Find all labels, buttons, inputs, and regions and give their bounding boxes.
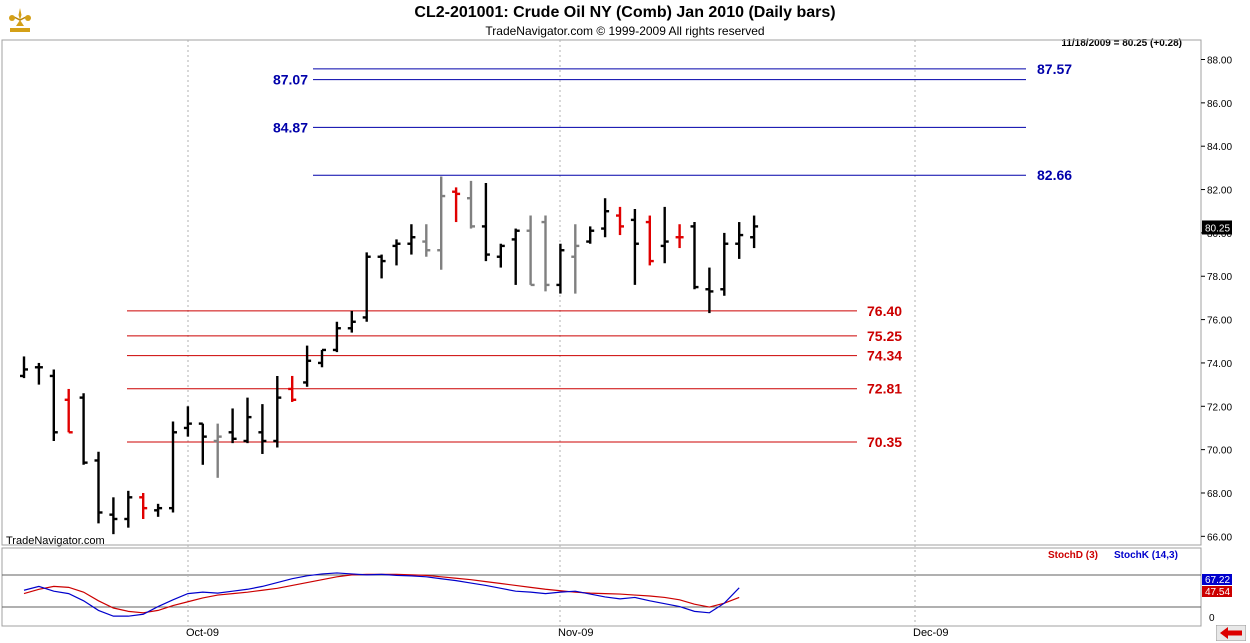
- ohlc-bar: [154, 503, 163, 517]
- stoch-d-value: 47.54: [1205, 587, 1230, 598]
- ohlc-bar: [124, 490, 133, 528]
- ohlc-bar: [750, 215, 759, 249]
- y-tick-label: 84.00: [1207, 142, 1232, 153]
- ohlc-bar: [303, 345, 312, 387]
- price-pane-border: [1, 39, 1202, 546]
- ohlc-bar: [392, 239, 401, 266]
- ohlc-bar: [601, 198, 610, 238]
- ohlc-bar: [422, 224, 431, 257]
- ohlc-bar: [94, 451, 103, 524]
- x-tick-label: Dec-09: [913, 627, 948, 639]
- ohlc-bar: [481, 183, 490, 262]
- stoch-zero-label: 0: [1209, 613, 1215, 624]
- ohlc-bar: [273, 375, 282, 448]
- ohlc-bar: [467, 180, 475, 229]
- y-tick-label: 66.00: [1207, 532, 1232, 543]
- ohlc-bar: [452, 187, 461, 223]
- legend-stoch-k: StochK (14,3): [1114, 550, 1178, 561]
- y-tick-label: 70.00: [1207, 446, 1232, 457]
- ohlc-bar: [511, 228, 520, 285]
- ohlc-bar: [318, 348, 326, 368]
- chart-subtitle: TradeNavigator.com © 1999-2009 All right…: [485, 24, 765, 38]
- ohlc-bar: [139, 492, 148, 519]
- y-tick-label: 72.00: [1207, 402, 1232, 413]
- x-tick-label: Oct-09: [186, 627, 219, 639]
- y-tick-label: 76.00: [1207, 316, 1232, 327]
- ohlc-bar: [645, 215, 654, 266]
- stoch-d-tag: [1202, 586, 1232, 597]
- level-label-84.87: 84.87: [273, 119, 308, 135]
- trade-navigator-logo-icon: [9, 8, 31, 32]
- level-label-87.57: 87.57: [1037, 61, 1072, 77]
- ohlc-bar: [258, 404, 267, 454]
- back-arrow-icon[interactable]: [1216, 625, 1246, 641]
- ohlc-bar: [705, 267, 714, 314]
- ohlc-bar: [526, 215, 535, 287]
- ohlc-bar: [720, 232, 729, 296]
- ohlc-bar: [407, 224, 416, 255]
- ohlc-bar: [49, 369, 58, 441]
- ohlc-bar: [556, 243, 565, 294]
- ohlc-bar: [660, 206, 669, 264]
- ohlc-bar: [243, 397, 252, 444]
- ohlc-bar: [79, 393, 88, 465]
- level-label-75.25: 75.25: [867, 328, 902, 344]
- y-tick-label: 78.00: [1207, 272, 1232, 283]
- ohlc-bar: [34, 362, 43, 385]
- ohlc-bar: [571, 224, 580, 294]
- stoch-k-tag: [1202, 574, 1232, 585]
- ohlc-bar: [288, 375, 297, 402]
- level-label-82.66: 82.66: [1037, 167, 1072, 183]
- stoch-k-line: [23, 572, 740, 617]
- ohlc-bar: [377, 254, 386, 279]
- last-quote: 11/18/2009 = 80.25 (+0.28): [1061, 38, 1182, 49]
- y-tick-label: 82.00: [1207, 186, 1232, 197]
- ohlc-bar: [64, 388, 73, 434]
- last-price-label: 80.25: [1205, 223, 1230, 234]
- level-label-87.07: 87.07: [273, 72, 308, 88]
- ohlc-bar: [183, 406, 192, 437]
- ohlc-bar: [198, 422, 207, 465]
- ohlc-bar: [109, 497, 118, 535]
- y-tick-label: 68.00: [1207, 489, 1232, 500]
- ohlc-bar: [541, 215, 550, 292]
- legend-stoch-d: StochD (3): [1048, 550, 1098, 561]
- ohlc-bar: [362, 252, 371, 322]
- ohlc-bar: [616, 206, 624, 236]
- ohlc-bar: [630, 209, 639, 285]
- level-label-72.81: 72.81: [867, 381, 902, 397]
- stoch-k-value: 67.22: [1205, 575, 1230, 586]
- level-label-76.40: 76.40: [867, 303, 902, 319]
- ohlc-bar: [586, 226, 595, 244]
- ohlc-bar: [675, 224, 684, 249]
- ohlc-bar: [690, 222, 699, 290]
- y-tick-label: 88.00: [1207, 56, 1232, 67]
- ohlc-bar: [228, 408, 237, 444]
- level-label-70.35: 70.35: [867, 434, 902, 450]
- last-price-tag: [1202, 220, 1232, 235]
- ohlc-bar: [437, 176, 446, 270]
- ohlc-bar: [332, 321, 341, 353]
- y-tick-label: 74.00: [1207, 359, 1232, 370]
- y-tick-label: 86.00: [1207, 99, 1232, 110]
- ohlc-bar: [347, 310, 356, 333]
- watermark-text: TradeNavigator.com: [6, 535, 105, 547]
- ohlc-bar: [169, 421, 177, 513]
- level-label-74.34: 74.34: [867, 348, 902, 364]
- ohlc-bar: [496, 243, 505, 268]
- stoch-pane-border: [1, 547, 1202, 627]
- ohlc-bar: [735, 222, 744, 259]
- chart-title: CL2-201001: Crude Oil NY (Comb) Jan 2010…: [414, 4, 836, 21]
- ohlc-bar: [213, 423, 222, 478]
- x-tick-label: Nov-09: [558, 627, 593, 639]
- ohlc-bar: [20, 356, 28, 379]
